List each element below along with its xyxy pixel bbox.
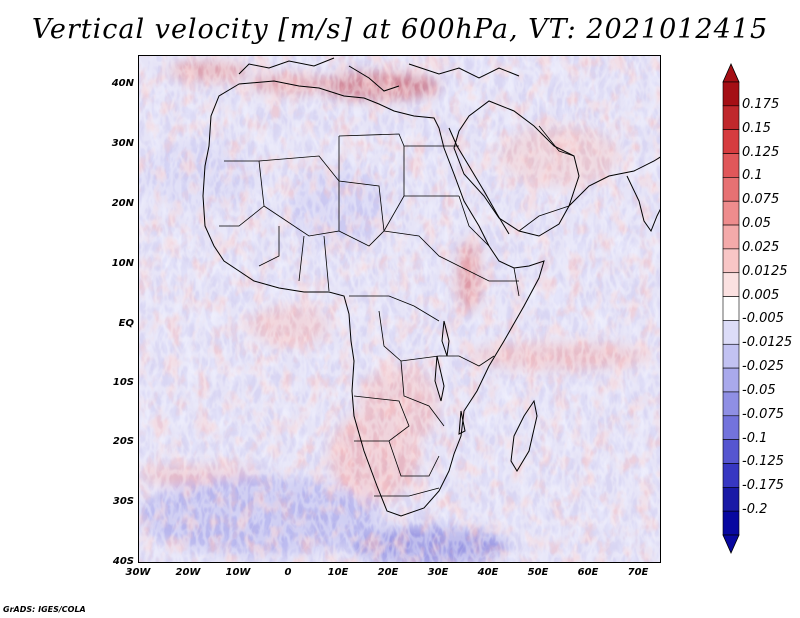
colorbar-label: 0.05 <box>742 216 771 232</box>
colorbar-label: -0.05 <box>742 382 776 398</box>
map-title: Vertical velocity [m/s] at 600hPa, VT: 2… <box>31 14 769 45</box>
lon-label-20w: 20W <box>175 567 201 578</box>
lat-label-20n: 20N <box>111 198 134 209</box>
colorbar-label: 0.125 <box>742 144 780 160</box>
lat-label-20s: 20S <box>112 436 134 447</box>
colorbar-label: 0.025 <box>742 239 780 255</box>
lon-label-10e: 10E <box>327 567 349 578</box>
lat-label-40s: 40S <box>112 556 134 567</box>
colorbar-label: 0.175 <box>742 96 780 112</box>
colorbar-swatch <box>722 200 740 226</box>
colorbar-swatch <box>722 272 740 297</box>
colorbar-label: 0.1 <box>742 168 763 184</box>
colorbar-swatch <box>722 153 740 178</box>
colorbar-swatch <box>722 224 740 250</box>
lon-label-10w: 10W <box>225 567 251 578</box>
lon-label-30w: 30W <box>125 567 151 578</box>
lon-label-0: 0 <box>284 567 292 578</box>
colorbar-label: -0.175 <box>742 478 784 494</box>
colorbar-label: -0.1 <box>742 430 768 446</box>
colorbar-label: 0.075 <box>742 192 780 208</box>
colorbar-max-arrow <box>722 63 740 83</box>
coastlines <box>202 57 660 517</box>
colorbar-swatch <box>722 343 740 369</box>
colorbar-swatch <box>722 81 740 107</box>
lat-label-eq: EQ <box>118 318 134 329</box>
colorbar-swatch <box>722 320 740 345</box>
colorbar-swatch <box>722 177 740 202</box>
lon-label-20e: 20E <box>377 567 399 578</box>
lat-label-10s: 10S <box>112 377 134 388</box>
colorbar-label: -0.125 <box>742 454 784 470</box>
colorbar-min-arrow <box>722 534 740 554</box>
colorbar-label: 0.15 <box>742 120 771 136</box>
map-panel <box>138 55 661 563</box>
colorbar-label: -0.025 <box>742 359 784 375</box>
colorbar-swatch <box>722 391 740 417</box>
country-borders <box>219 125 575 497</box>
lon-label-40e: 40E <box>477 567 499 578</box>
colorbar-label: -0.2 <box>742 502 768 518</box>
lat-label-10n: 10N <box>111 258 134 269</box>
colorbar-swatch <box>722 248 740 274</box>
lon-label-60e: 60E <box>577 567 599 578</box>
colorbar-swatch <box>722 296 740 321</box>
lon-label-30e: 30E <box>427 567 449 578</box>
colorbar-label: 0.005 <box>742 287 780 303</box>
colorbar-swatch <box>722 487 740 512</box>
colorbar-label: -0.0125 <box>742 335 793 351</box>
colorbar-label: 0.0125 <box>742 263 788 279</box>
lat-label-30s: 30S <box>112 496 134 507</box>
colorbar-swatch <box>722 463 740 488</box>
colorbar-label: -0.075 <box>742 406 784 422</box>
velocity-field-map <box>139 56 660 562</box>
footer-credit: GrADS: IGES/COLA <box>3 605 86 614</box>
colorbar-swatch <box>722 415 740 440</box>
lat-label-40n: 40N <box>111 78 134 89</box>
lon-label-50e: 50E <box>527 567 549 578</box>
colorbar-swatch <box>722 129 740 154</box>
lat-label-30n: 30N <box>111 138 134 149</box>
lon-label-70e: 70E <box>627 567 649 578</box>
colorbar-swatch <box>722 367 740 393</box>
colorbar-swatch <box>722 510 740 536</box>
colorbar-label: -0.005 <box>742 311 784 327</box>
colorbar-swatch <box>722 439 740 464</box>
colorbar-swatch <box>722 105 740 130</box>
